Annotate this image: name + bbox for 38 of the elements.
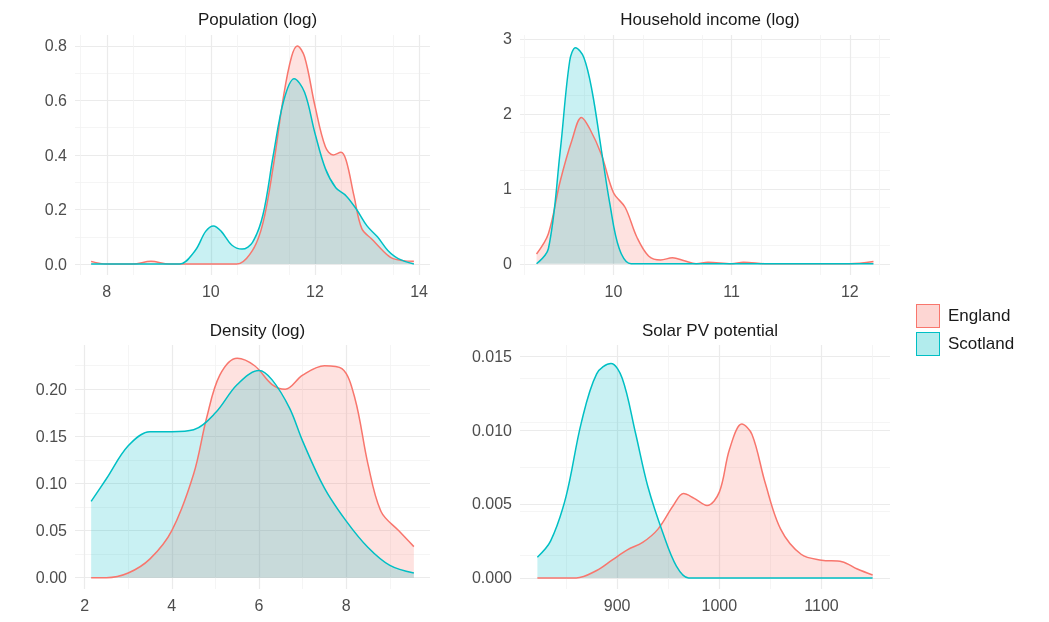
x-tick-label: 900 [603, 596, 631, 614]
x-tick-label: 8 [102, 282, 112, 300]
x-tick-label: 12 [840, 282, 859, 300]
y-tick-label: 0.000 [471, 569, 513, 587]
y-tick-label: 0.0 [44, 255, 68, 273]
x-tick-label: 10 [604, 282, 623, 300]
y-tick-label: 0.10 [35, 474, 68, 492]
y-tick-label: 0.015 [471, 347, 513, 365]
chart-title: Solar PV potential [641, 321, 779, 340]
x-tick-label: 1000 [701, 596, 738, 614]
y-tick-label: 0.8 [44, 37, 68, 55]
x-tick-label: 14 [410, 282, 429, 300]
x-tick-label: 10 [201, 282, 220, 300]
x-tick-label: 12 [306, 282, 324, 300]
x-tick-label: 8 [341, 596, 351, 614]
legend-label: Scotland [948, 334, 1015, 354]
x-tick-label: 6 [254, 596, 264, 614]
chart-title: Density (log) [209, 321, 306, 340]
y-tick-label: 0.2 [44, 201, 68, 219]
y-tick-label: 0.6 [44, 91, 68, 109]
y-tick-label: 2 [503, 105, 513, 123]
y-tick-label: 0.15 [35, 427, 68, 445]
y-tick-label: 0.05 [35, 522, 68, 540]
legend-label: England [948, 306, 1011, 326]
y-tick-label: 0.4 [44, 146, 68, 164]
y-tick-label: 0.20 [35, 380, 68, 398]
y-tick-label: 0.010 [471, 421, 513, 439]
y-tick-label: 1 [503, 180, 513, 198]
x-tick-label: 11 [723, 282, 740, 300]
x-tick-label: 2 [80, 596, 90, 614]
chart-title: Population (log) [197, 10, 318, 29]
chart-title: Household income (log) [620, 10, 800, 29]
x-tick-label: 1100 [804, 596, 839, 614]
y-tick-label: 0 [503, 255, 513, 273]
y-tick-label: 0.00 [35, 569, 68, 587]
y-tick-label: 3 [503, 30, 513, 48]
x-tick-label: 4 [167, 596, 177, 614]
y-tick-label: 0.005 [471, 495, 513, 513]
